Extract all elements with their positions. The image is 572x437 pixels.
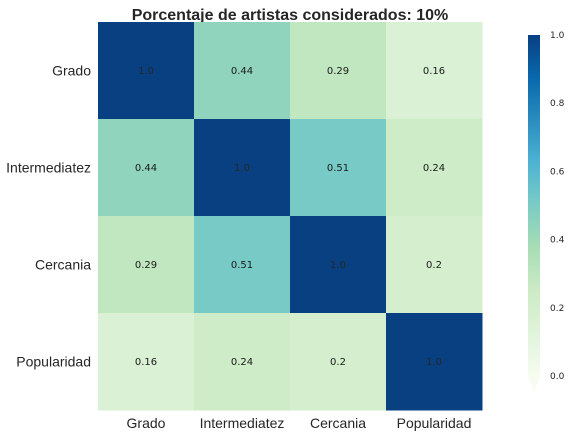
chart-title: Porcentaje de artistas considerados: 10% (132, 7, 449, 24)
colorbar-tick-label: 0.0 (550, 372, 565, 382)
colorbar-tick-label: 0.6 (550, 167, 565, 177)
heatmap-cell (98, 216, 195, 314)
heatmap-cell (290, 313, 387, 411)
row-labels: Grado Intermediatez Cercania Popularidad (6, 63, 91, 370)
colorbar-tick-label: 0.8 (550, 99, 565, 109)
heatmap-cell (290, 216, 387, 314)
cell-annotation: 0.51 (327, 163, 349, 174)
row-label: Cercania (35, 257, 91, 273)
colorbar-tick-label: 0.4 (550, 236, 565, 246)
cell-annotation: 0.16 (423, 66, 445, 77)
heatmap-cell (98, 313, 195, 411)
colorbar-ticks: 0.0 0.2 0.4 0.6 0.8 1.0 (550, 31, 565, 382)
cell-annotation: 1.0 (234, 163, 250, 174)
heatmap-cell (386, 22, 483, 120)
column-label: Cercania (310, 415, 366, 431)
heatmap-cell (98, 22, 195, 120)
heatmap-cell (290, 119, 387, 217)
heatmap-cell (290, 22, 387, 120)
colorbar-tick-label: 0.2 (550, 304, 564, 314)
heatmap-cell (194, 119, 291, 217)
cell-annotation: 0.51 (231, 260, 253, 271)
row-label: Popularidad (16, 354, 91, 370)
cell-annotation: 0.29 (135, 260, 157, 271)
cell-annotation: 0.2 (330, 357, 346, 368)
cell-annotation: 1.0 (426, 357, 442, 368)
colorbar: 0.0 0.2 0.4 0.6 0.8 1.0 (528, 31, 565, 392)
heatmap-cell (194, 216, 291, 314)
cell-annotation: 0.16 (135, 357, 157, 368)
column-label: Intermediatez (200, 415, 285, 431)
column-label: Grado (127, 415, 166, 431)
cell-annotation: 1.0 (138, 66, 154, 77)
row-label: Intermediatez (6, 160, 91, 176)
cell-annotation: 1.0 (330, 260, 346, 271)
colorbar-extend-arrow (528, 376, 540, 392)
cell-annotation: 0.24 (423, 163, 445, 174)
cell-annotation: 0.29 (327, 66, 349, 77)
colorbar-gradient (528, 35, 540, 376)
heatmap-cell (386, 216, 483, 314)
row-label: Grado (52, 63, 91, 79)
cell-annotation: 0.44 (231, 66, 253, 77)
heatmap-cell (386, 119, 483, 217)
heatmap-cell (386, 313, 483, 411)
heatmap-cell (98, 119, 195, 217)
heatmap-cells (98, 22, 483, 411)
heatmap-cell (194, 313, 291, 411)
column-labels: Grado Intermediatez Cercania Popularidad (127, 415, 472, 431)
cell-annotation: 0.2 (426, 260, 442, 271)
heatmap-cell (194, 22, 291, 120)
colorbar-tick-label: 1.0 (550, 31, 565, 41)
column-label: Popularidad (397, 415, 472, 431)
cell-annotation: 0.24 (231, 357, 253, 368)
heatmap-annotations: 1.0 0.44 0.29 0.16 0.44 1.0 0.51 0.24 0.29 0.51 1.… (135, 66, 445, 368)
cell-annotation: 0.44 (135, 163, 157, 174)
